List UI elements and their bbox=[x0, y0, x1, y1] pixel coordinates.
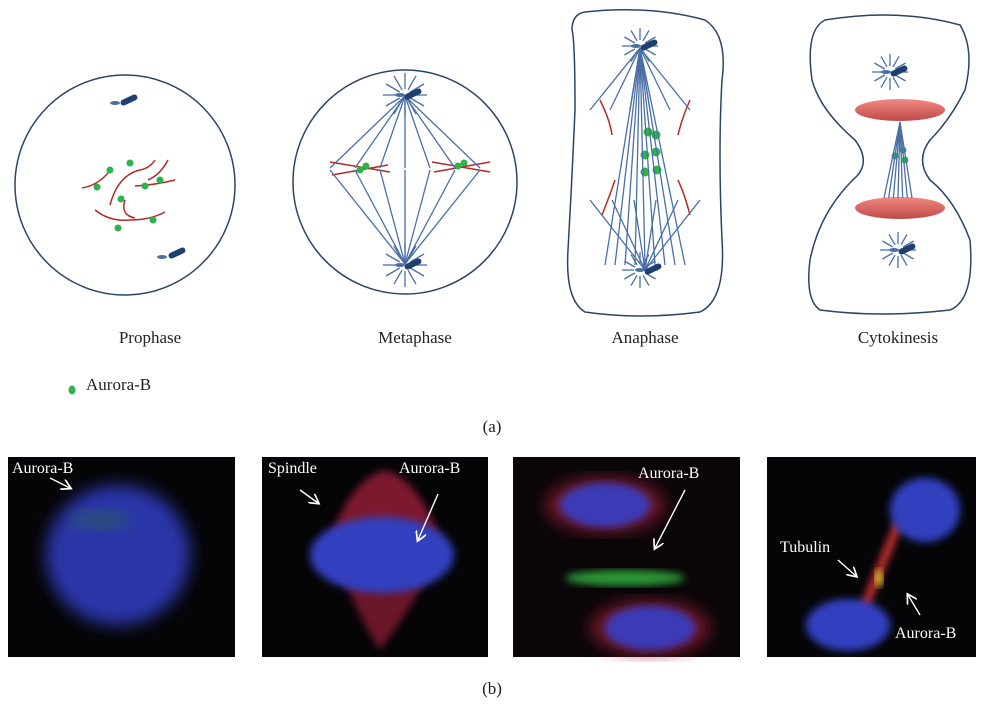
spindle-fiber bbox=[631, 44, 641, 48]
anaphase-cell bbox=[568, 10, 724, 316]
image-label: Spindle bbox=[268, 460, 317, 477]
spindle-fiber bbox=[408, 270, 416, 284]
image-label: Tubulin bbox=[780, 539, 830, 556]
micrograph bbox=[513, 457, 740, 657]
spindle-fiber bbox=[405, 170, 455, 264]
stage-label: Anaphase bbox=[611, 328, 678, 347]
spindle-fiber bbox=[882, 241, 892, 247]
spindle-fiber bbox=[380, 96, 405, 168]
figure: Prophase Metaphase Anaphase Cytokinesis … bbox=[0, 0, 984, 723]
spindle-fiber bbox=[394, 76, 402, 90]
spindle-fiber bbox=[410, 268, 424, 276]
spindle-fiber bbox=[903, 253, 913, 259]
spindle-fiber bbox=[893, 56, 899, 66]
spindle-fiber bbox=[893, 77, 899, 87]
spindle-fiber bbox=[410, 98, 424, 106]
image-label: Aurora-B bbox=[399, 460, 460, 477]
spindle-fiber bbox=[889, 255, 895, 265]
spindle-fiber bbox=[405, 170, 480, 264]
panel-label: (a) bbox=[483, 417, 502, 436]
spindle-fiber bbox=[394, 270, 402, 284]
image-label: Aurora-B bbox=[638, 465, 699, 482]
spindle-fiber bbox=[404, 87, 423, 100]
spindle-fiber bbox=[408, 76, 416, 90]
spindle-fiber bbox=[874, 75, 884, 81]
spindle-fiber bbox=[645, 49, 655, 55]
spindle-fiber bbox=[889, 234, 895, 244]
panel-label: (b) bbox=[482, 679, 502, 698]
spindle-fiber bbox=[635, 268, 645, 272]
legend-label: Aurora-B bbox=[86, 375, 151, 394]
spindle-fiber bbox=[643, 275, 649, 285]
image-label: Aurora-B bbox=[895, 625, 956, 642]
cytokinesis-cell bbox=[809, 15, 971, 314]
spindle-fiber bbox=[624, 273, 634, 279]
spindle-fiber bbox=[405, 170, 430, 264]
spindle-fiber bbox=[395, 93, 405, 97]
spindle-fiber bbox=[901, 255, 907, 265]
prophase-cell bbox=[15, 75, 235, 295]
spindle-fiber bbox=[881, 77, 887, 87]
spindle-fiber bbox=[874, 63, 884, 69]
spindle-fiber bbox=[643, 30, 649, 40]
spindle-fiber bbox=[901, 234, 907, 244]
spindle-fiber bbox=[882, 253, 892, 259]
spindle-fiber bbox=[405, 96, 480, 168]
spindle-fiber bbox=[624, 37, 634, 43]
spindle-fiber bbox=[355, 170, 405, 264]
stage-label: Prophase bbox=[119, 328, 181, 347]
spindle-fiber bbox=[884, 122, 900, 198]
spindle-fiber bbox=[624, 261, 634, 267]
stage-label: Metaphase bbox=[378, 328, 452, 347]
spindle-fiber bbox=[881, 56, 887, 66]
legend-marker bbox=[69, 386, 76, 395]
spindle-fiber bbox=[395, 263, 405, 267]
spindle-fiber bbox=[631, 275, 637, 285]
spindle-fiber bbox=[405, 96, 430, 168]
spindle-fiber bbox=[386, 98, 400, 106]
spindle-fiber bbox=[330, 170, 405, 264]
spindle-fiber bbox=[889, 248, 899, 252]
micrograph bbox=[8, 457, 235, 657]
image-label: Aurora-B bbox=[12, 460, 73, 477]
spindle-fiber bbox=[330, 96, 405, 168]
stage-label: Cytokinesis bbox=[858, 328, 938, 347]
spindle-fiber bbox=[624, 49, 634, 55]
spindle-fiber bbox=[895, 75, 905, 81]
spindle-fiber bbox=[386, 84, 400, 92]
spindle-fiber bbox=[386, 268, 400, 276]
metaphase-cell bbox=[293, 70, 517, 294]
spindle-fiber bbox=[380, 170, 405, 264]
micrograph bbox=[262, 457, 488, 657]
spindle-fiber bbox=[631, 30, 637, 40]
spindle-fiber bbox=[881, 70, 891, 74]
